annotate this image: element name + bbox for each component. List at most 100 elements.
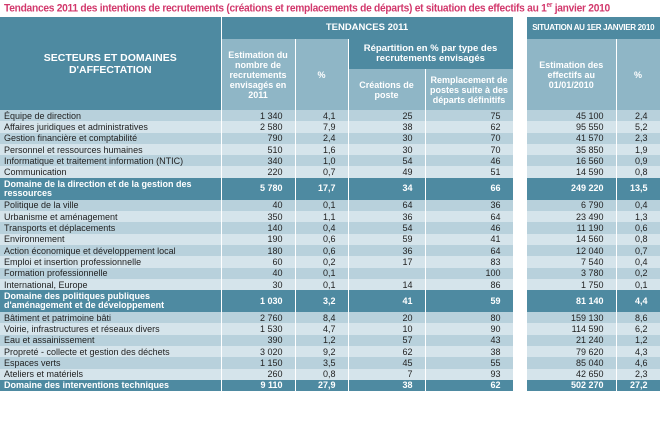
- table-row: Équipe de direction 1 340 4,1 25 75 45 100 2,4: [0, 110, 661, 122]
- cell-label: Équipe de direction: [0, 110, 222, 122]
- cell-pct: 7,9: [295, 121, 349, 133]
- column-gap: [513, 199, 527, 212]
- cell-est: 30: [221, 278, 296, 291]
- cell-cre: 7: [348, 368, 426, 380]
- cell-pct: 27,9: [295, 379, 349, 392]
- cell-est: 390: [221, 334, 296, 347]
- cell-pct2: 8,6: [616, 312, 661, 324]
- cell-pct2: 5,2: [616, 121, 661, 133]
- column-gap: [513, 278, 527, 291]
- cell-eff: 14 590: [527, 166, 617, 178]
- column-gap: [513, 267, 527, 279]
- cell-pct2: 0,1: [616, 278, 661, 291]
- cell-est: 220: [221, 166, 296, 178]
- table-row: Gestion financière et comptabilité 790 2,4…: [0, 132, 661, 144]
- cell-eff: 3 780: [527, 267, 617, 279]
- cell-est: 350: [221, 211, 296, 223]
- header-repartition: Répartition en % par type des recrutemen…: [348, 39, 514, 69]
- table-row: Action économique et développement local…: [0, 244, 661, 257]
- header-sector: SECTEURS ET DOMAINES D'AFFECTATION: [0, 17, 222, 110]
- recruitment-table: SECTEURS ET DOMAINES D'AFFECTATION TENDA…: [0, 17, 661, 392]
- cell-eff: 11 190: [527, 222, 617, 234]
- header-tendances: TENDANCES 2011: [221, 17, 514, 39]
- table-row: Voirie, infrastructures et réseaux diver…: [0, 323, 661, 335]
- title-sup: er: [546, 2, 553, 9]
- cell-est: 1 530: [221, 323, 296, 335]
- domain-total-row: Domaine de la direction et de la gestion…: [0, 177, 661, 200]
- cell-rem: 66: [425, 177, 514, 200]
- cell-rem: 90: [425, 323, 514, 335]
- cell-label: Domaine des interventions techniques: [0, 379, 222, 392]
- cell-pct2: 1,9: [616, 143, 661, 156]
- cell-label: Affaires juridiques et administratives: [0, 121, 222, 133]
- cell-label: Voirie, infrastructures et réseaux diver…: [0, 323, 222, 335]
- cell-pct: 17,7: [295, 177, 349, 200]
- cell-cre: 64: [348, 199, 426, 212]
- cell-pct: 3,5: [295, 357, 349, 369]
- table-row: International, Europe 30 0,1 14 86 1 750 0,1: [0, 278, 661, 291]
- cell-est: 2 760: [221, 312, 296, 324]
- cell-est: 140: [221, 222, 296, 234]
- column-gap: [513, 323, 527, 335]
- table-row: Emploi et insertion professionnelle 60 0,2…: [0, 256, 661, 268]
- cell-label: Bâtiment et patrimoine bâti: [0, 312, 222, 324]
- cell-rem: 80: [425, 312, 514, 324]
- cell-pct2: 4,6: [616, 357, 661, 369]
- cell-pct2: 4,4: [616, 290, 661, 313]
- column-gap: [513, 357, 527, 369]
- table-row: Eau et assainissement 390 1,2 57 43 21 240 1,2: [0, 334, 661, 347]
- cell-cre: 17: [348, 256, 426, 268]
- cell-pct: 0,4: [295, 222, 349, 234]
- cell-rem: 75: [425, 110, 514, 122]
- cell-pct2: 0,8: [616, 233, 661, 245]
- cell-label: Communication: [0, 166, 222, 178]
- table-row: Politique de la ville 40 0,1 64 36 6 790 0,4: [0, 199, 661, 212]
- cell-pct2: 0,4: [616, 256, 661, 268]
- cell-est: 510: [221, 143, 296, 156]
- column-gap: [513, 132, 527, 144]
- table-row: Environnement 190 0,6 59 41 14 560 0,8: [0, 233, 661, 245]
- cell-est: 40: [221, 199, 296, 212]
- cell-eff: 502 270: [527, 379, 617, 392]
- cell-eff: 79 620: [527, 346, 617, 358]
- table-row: Espaces verts 1 150 3,5 45 55 85 040 4,6: [0, 357, 661, 369]
- cell-pct2: 4,3: [616, 346, 661, 358]
- header-situation: SITUATION AU 1ER JANVIER 2010: [527, 17, 661, 39]
- cell-label: Formation professionnelle: [0, 267, 222, 279]
- cell-est: 5 780: [221, 177, 296, 200]
- cell-pct2: 2,3: [616, 132, 661, 144]
- cell-pct: 1,1: [295, 211, 349, 223]
- cell-label: Ateliers et matériels: [0, 368, 222, 380]
- cell-est: 3 020: [221, 346, 296, 358]
- domain-total-row: Domaine des interventions techniques 9 11…: [0, 379, 661, 392]
- column-gap: [513, 368, 527, 380]
- header-creations: Créations de poste: [348, 69, 426, 110]
- cell-pct2: 0,7: [616, 244, 661, 257]
- cell-est: 40: [221, 267, 296, 279]
- cell-est: 2 580: [221, 121, 296, 133]
- cell-eff: 95 550: [527, 121, 617, 133]
- cell-cre: 38: [348, 121, 426, 133]
- cell-pct2: 2,4: [616, 110, 661, 122]
- cell-est: 190: [221, 233, 296, 245]
- cell-pct: 1,2: [295, 334, 349, 347]
- cell-eff: 85 040: [527, 357, 617, 369]
- cell-cre: 25: [348, 110, 426, 122]
- table-row: Transports et déplacements 140 0,4 54 46 11 1…: [0, 222, 661, 234]
- cell-rem: 36: [425, 199, 514, 212]
- cell-label: Transports et déplacements: [0, 222, 222, 234]
- table-row: Propreté - collecte et gestion des déche…: [0, 346, 661, 358]
- cell-cre: 34: [348, 177, 426, 200]
- cell-pct2: 0,8: [616, 166, 661, 178]
- cell-pct: 1,0: [295, 155, 349, 167]
- cell-label: Emploi et insertion professionnelle: [0, 256, 222, 268]
- cell-pct: 0,8: [295, 368, 349, 380]
- cell-label: Personnel et ressources humaines: [0, 143, 222, 156]
- cell-pct2: 0,6: [616, 222, 661, 234]
- cell-rem: 70: [425, 143, 514, 156]
- cell-pct2: 0,4: [616, 199, 661, 212]
- cell-est: 1 340: [221, 110, 296, 122]
- cell-pct: 0,6: [295, 233, 349, 245]
- cell-est: 340: [221, 155, 296, 167]
- cell-cre: [348, 267, 426, 279]
